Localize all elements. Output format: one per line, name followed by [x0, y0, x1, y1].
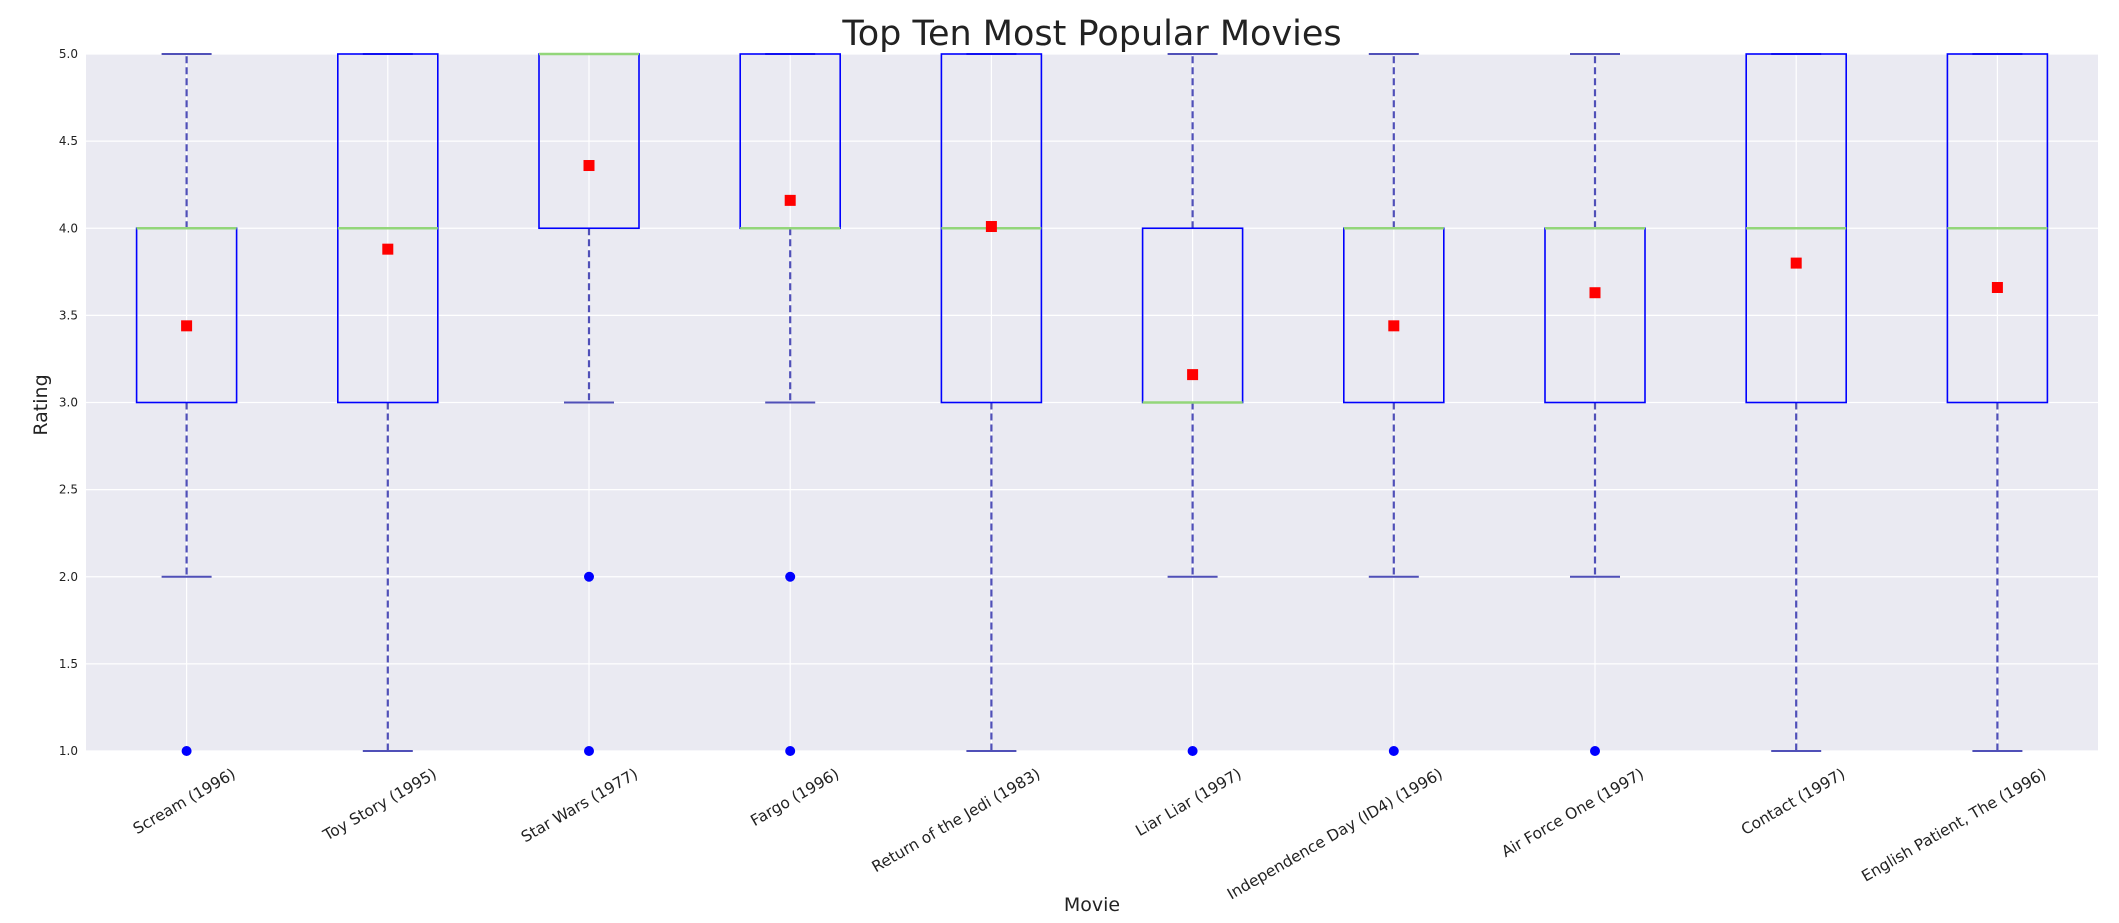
outlier-point — [1590, 746, 1600, 756]
y-tick-label: 5.0 — [59, 47, 78, 61]
box-group — [1745, 53, 1847, 752]
y-tick-label: 2.0 — [59, 570, 78, 584]
mean-marker — [985, 221, 997, 233]
mean-marker — [181, 320, 193, 332]
box-group — [739, 53, 842, 756]
box-group — [336, 53, 439, 752]
outlier-point — [785, 746, 796, 756]
box-group — [1544, 53, 1646, 756]
y-tick-label: 4.0 — [59, 221, 78, 235]
x-tick-label: Scream (1996) — [130, 765, 239, 838]
x-tick-label: Star Wars (1977) — [518, 765, 641, 846]
y-tick-label: 1.5 — [59, 657, 78, 671]
mean-marker — [382, 243, 394, 255]
x-axis-label: Movie — [1064, 894, 1120, 916]
outlier-point — [1187, 746, 1198, 756]
box-group — [538, 52, 640, 756]
y-tick-label: 1.0 — [59, 744, 78, 758]
mean-marker — [784, 194, 796, 206]
box-group — [1946, 53, 2049, 752]
x-tick-label: Liar Liar (1997) — [1133, 765, 1245, 840]
y-tick-label: 3.5 — [59, 308, 78, 322]
mean-marker — [1187, 369, 1199, 381]
y-tick-label: 3.0 — [59, 396, 78, 410]
box-group — [1141, 53, 1244, 756]
box-group — [1343, 53, 1445, 756]
x-tick-label: Return of the Jedi (1983) — [869, 765, 1044, 876]
mean-marker — [583, 160, 595, 172]
box-group — [135, 53, 238, 756]
outlier-point — [181, 746, 192, 756]
x-tick-label: Air Force One (1997) — [1498, 765, 1647, 861]
mean-marker — [1589, 287, 1601, 299]
y-tick-labels: 1.0 1.5 2.0 2.5 3.0 3.5 4.0 4.5 5.0 — [59, 47, 78, 758]
y-tick-label: 4.5 — [59, 134, 78, 148]
x-tick-label: Contact (1997) — [1738, 765, 1848, 839]
outlier-point — [1388, 746, 1399, 756]
chart-title: Top Ten Most Popular Movies — [841, 14, 1341, 54]
box-group — [940, 53, 1043, 752]
mean-marker — [1388, 320, 1400, 332]
x-tick-label: Independence Day (ID4) (1996) — [1224, 765, 1446, 903]
marks-layer — [135, 52, 2049, 756]
x-tick-label: Fargo (1996) — [748, 765, 843, 830]
y-tick-label: 2.5 — [59, 483, 78, 497]
y-axis-label: Rating — [30, 374, 52, 435]
mean-marker — [1790, 257, 1802, 269]
outlier-point — [785, 571, 796, 582]
outlier-point — [584, 571, 594, 582]
x-tick-labels: Scream (1996) Toy Story (1995) Star Wars (… — [130, 765, 2049, 903]
x-tick-label: Toy Story (1995) — [319, 765, 440, 845]
x-tick-label: English Patient, The (1996) — [1859, 765, 2050, 886]
outlier-point — [584, 746, 594, 756]
mean-marker — [1991, 281, 2003, 293]
